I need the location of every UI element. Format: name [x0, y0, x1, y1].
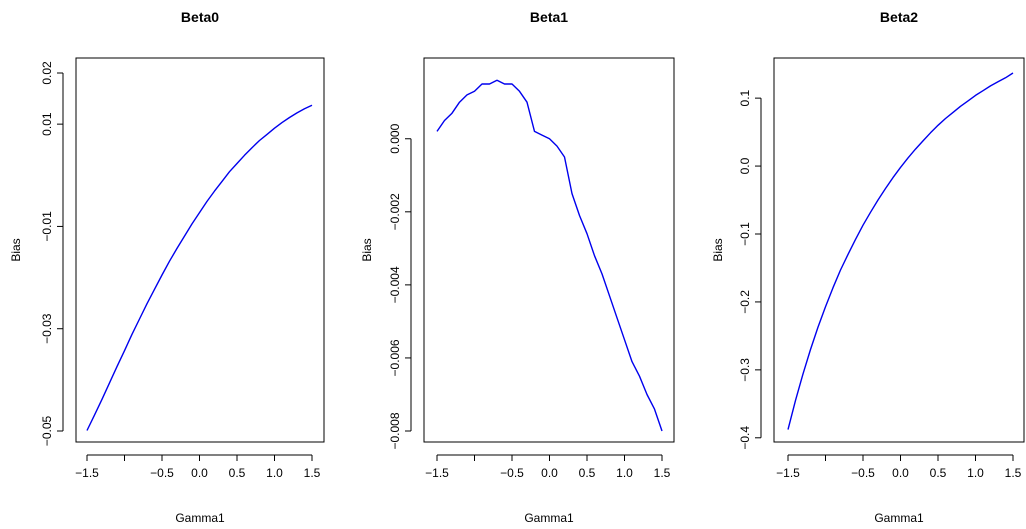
x-tick-label: 0.5: [579, 466, 596, 480]
x-tick-label: 1.0: [616, 466, 633, 480]
x-tick-label: 1.5: [304, 466, 321, 480]
series-line: [787, 72, 1014, 430]
y-tick-label: −0.1: [738, 222, 752, 246]
x-axis-label: Gamma1: [874, 511, 924, 525]
x-tick-label: 1.5: [1005, 466, 1022, 480]
y-tick-label: 0.02: [40, 61, 54, 85]
x-tick-label: −1.5: [425, 466, 449, 480]
y-tick-label: −0.01: [40, 211, 54, 242]
panel-beta2: Beta2 Gamma1 Bias −1.5 −0.5 0.0 0.5 1.0 1.5 −0…: [711, 9, 1025, 525]
y-tick-label: 0.1: [738, 89, 752, 106]
plot-frame: [75, 57, 325, 443]
y-tick-label: −0.03: [40, 313, 54, 344]
y-tick-label: −0.05: [40, 415, 54, 446]
x-tick-label: 0.5: [930, 466, 947, 480]
y-tick-label: 0.01: [40, 112, 54, 136]
x-tick-label: −0.5: [851, 466, 875, 480]
y-axis-label: Bias: [360, 238, 374, 261]
x-tick-label: −1.5: [75, 466, 99, 480]
x-axis-label: Gamma1: [524, 511, 574, 525]
panel-title: Beta0: [181, 9, 219, 25]
plot-frame: [423, 57, 675, 443]
panel-beta1: Beta1 Gamma1 Bias −1.5 −0.5 0.0 0.5 1.0 1.5 −0…: [360, 9, 675, 525]
panel-title: Beta1: [530, 9, 568, 25]
y-tick-label: −0.4: [738, 426, 752, 450]
y-tick-label: −0.006: [388, 339, 402, 376]
x-tick-label: 1.5: [654, 466, 671, 480]
x-axis-label: Gamma1: [175, 511, 225, 525]
y-tick-label: −0.004: [388, 266, 402, 303]
x-tick-label: 1.0: [967, 466, 984, 480]
panel-beta0: Beta0 Gamma1 Bias −1.5 −0.5 0.0 0.5 1.0 1.5 −0…: [9, 9, 325, 525]
x-tick-label: −1.5: [776, 466, 800, 480]
series-line: [436, 79, 663, 432]
x-tick-label: 0.5: [229, 466, 246, 480]
y-tick-label: −0.002: [388, 193, 402, 230]
y-axis-label: Bias: [711, 238, 725, 261]
y-tick-label: −0.2: [738, 290, 752, 314]
x-tick-label: 1.0: [266, 466, 283, 480]
y-axis-label: Bias: [9, 238, 23, 261]
x-tick-label: 0.0: [892, 466, 909, 480]
panel-title: Beta2: [880, 9, 918, 25]
plot-frame: [773, 57, 1025, 443]
series-line: [86, 104, 313, 431]
y-tick-label: 0.000: [388, 123, 402, 153]
y-tick-label: −0.008: [388, 412, 402, 449]
y-tick-label: −0.3: [738, 358, 752, 382]
x-tick-label: 0.0: [191, 466, 208, 480]
x-tick-label: −0.5: [500, 466, 524, 480]
y-tick-label: 0.0: [738, 157, 752, 174]
x-tick-label: 0.0: [541, 466, 558, 480]
x-tick-label: −0.5: [150, 466, 174, 480]
